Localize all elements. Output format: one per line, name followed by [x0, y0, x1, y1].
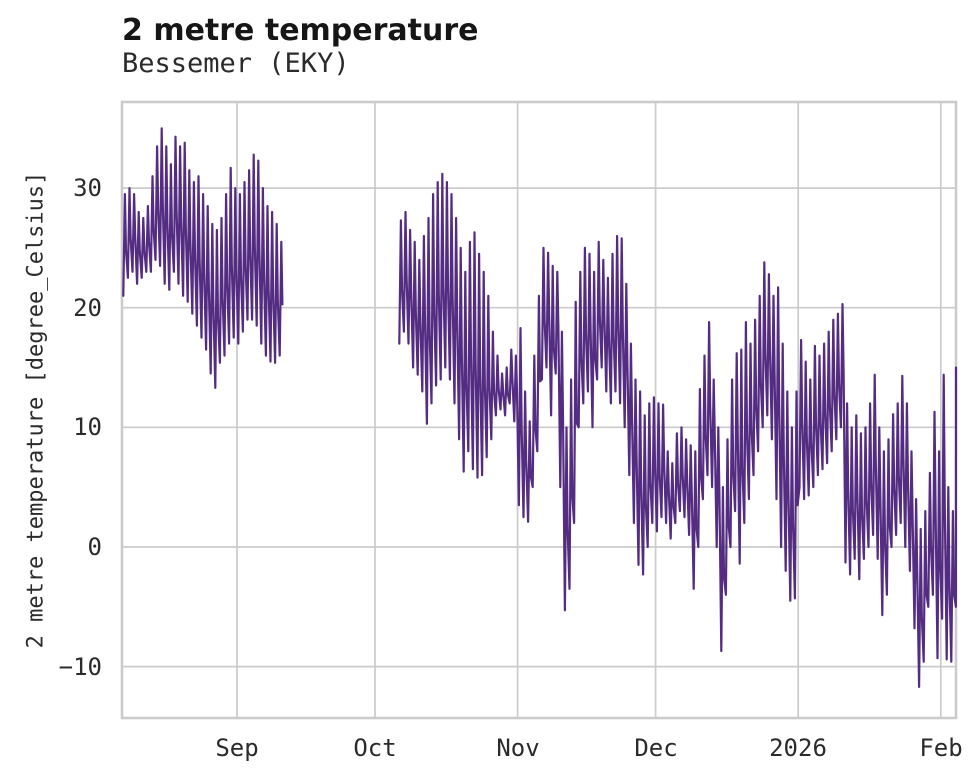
- x-tick-label: Feb: [919, 734, 963, 762]
- chart-title: 2 metre temperature: [122, 13, 479, 48]
- y-tick-label: 30: [73, 174, 102, 202]
- y-tick-label: 10: [73, 413, 102, 441]
- temperature-line: [122, 127, 284, 389]
- chart-subtitle: Bessemer (EKY): [122, 48, 350, 79]
- x-tick-label: Nov: [496, 734, 540, 762]
- x-tick-label: 2026: [769, 734, 827, 762]
- y-tick-label: −10: [58, 653, 102, 681]
- y-tick-label: 20: [73, 294, 102, 322]
- x-tick-label: Dec: [634, 734, 678, 762]
- y-tick-label: 0: [87, 533, 102, 561]
- x-tick-label: Sep: [215, 734, 259, 762]
- temperature-line: [398, 172, 958, 688]
- x-tick-label: Oct: [353, 734, 397, 762]
